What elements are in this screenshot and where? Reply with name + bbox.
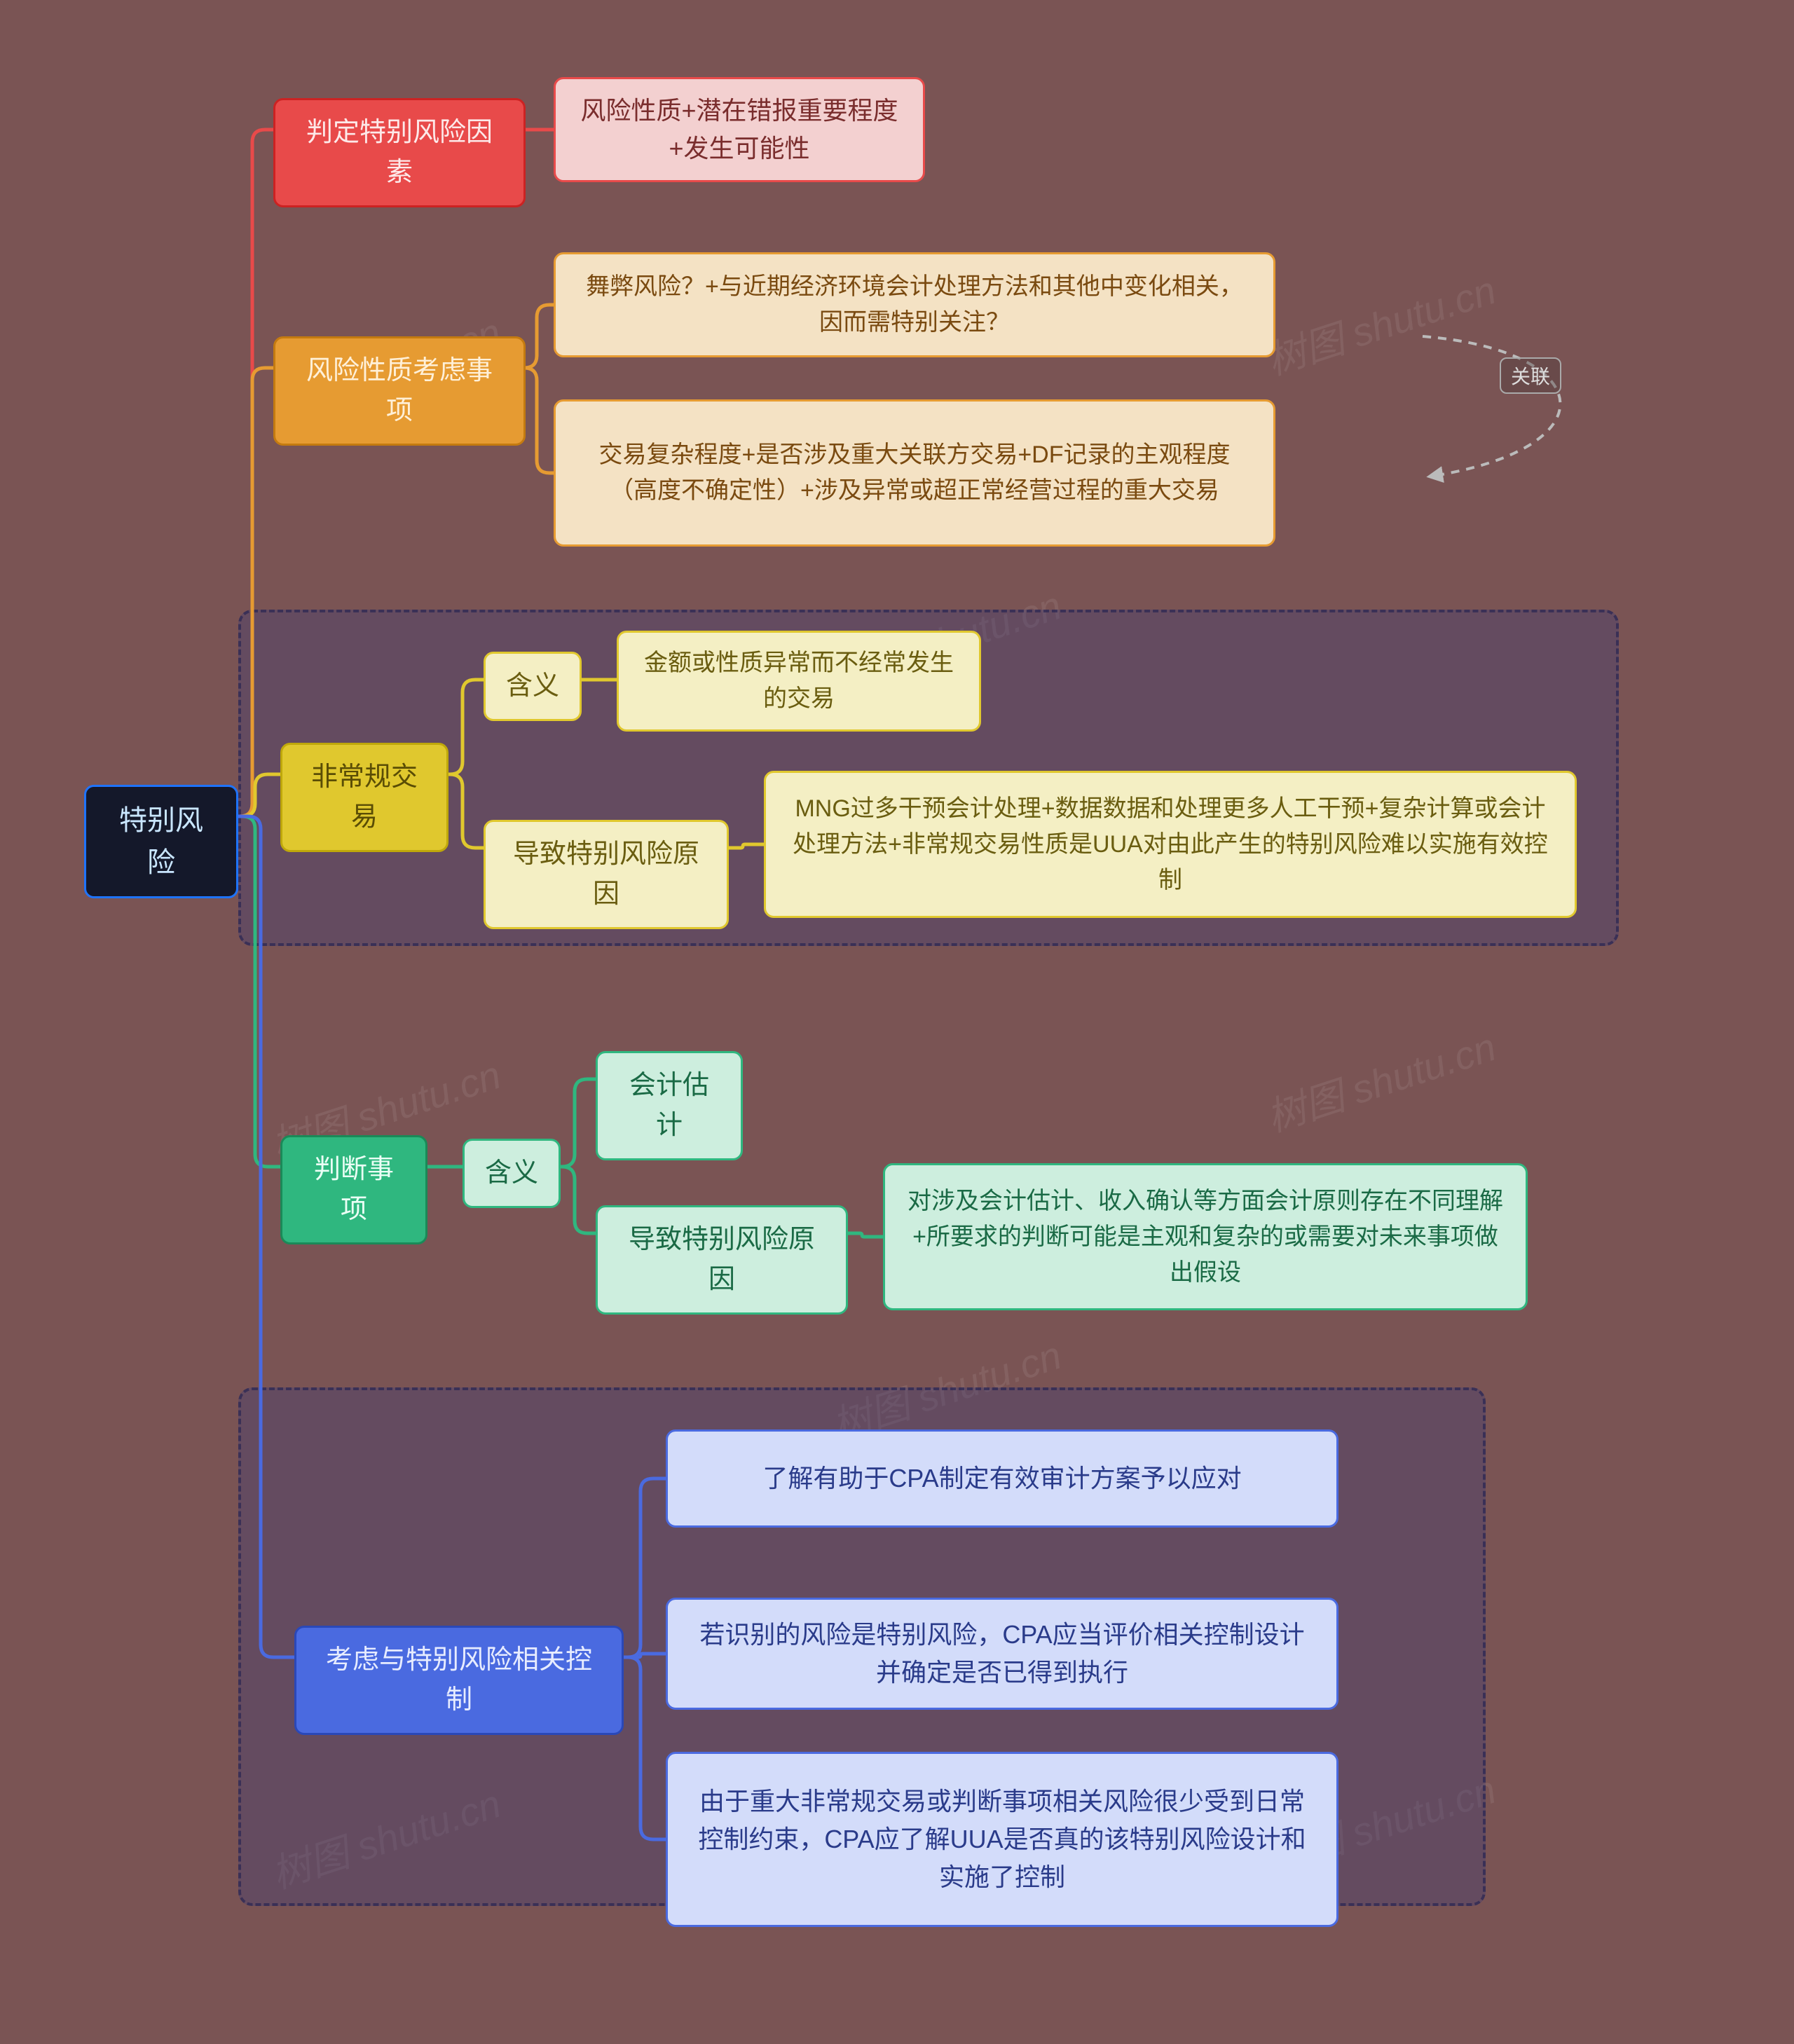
- node-b1[interactable]: 判定特别风险因素: [273, 98, 526, 207]
- node-b4c1b1[interactable]: 对涉及会计估计、收入确认等方面会计原则存在不同理解+所要求的判断可能是主观和复杂…: [883, 1163, 1528, 1310]
- watermark: 树图 shutu.cn: [1259, 259, 1502, 387]
- node-b3[interactable]: 非常规交易: [280, 743, 448, 852]
- node-b1c1[interactable]: 风险性质+潜在错报重要程度+发生可能性: [554, 77, 925, 182]
- association-label: 关联: [1500, 357, 1561, 394]
- node-b3c1[interactable]: 含义: [484, 652, 582, 721]
- node-b5[interactable]: 考虑与特别风险相关控制: [294, 1626, 624, 1735]
- node-b2c1[interactable]: 舞弊风险？+与近期经济环境会计处理方法和其他中变化相关，因而需特别关注？: [554, 252, 1275, 357]
- node-b3c2[interactable]: 导致特别风险原因: [484, 820, 729, 929]
- node-b4c1b[interactable]: 导致特别风险原因: [596, 1205, 848, 1315]
- node-b3c2a[interactable]: MNG过多干预会计处理+数据数据和处理更多人工干预+复杂计算或会计处理方法+非常…: [764, 771, 1577, 918]
- node-b5c2[interactable]: 若识别的风险是特别风险，CPA应当评价相关控制设计并确定是否已得到执行: [666, 1598, 1338, 1710]
- node-b5c1[interactable]: 了解有助于CPA制定有效审计方案予以应对: [666, 1429, 1338, 1528]
- node-b4c1a[interactable]: 会计估计: [596, 1051, 743, 1160]
- mindmap-diagram: 树图 shutu.cn树图 shutu.cn树图 shutu.cn树图 shut…: [0, 0, 1794, 2044]
- node-b2c2[interactable]: 交易复杂程度+是否涉及重大关联方交易+DF记录的主观程度（高度不确定性）+涉及异…: [554, 399, 1275, 547]
- node-b5c3[interactable]: 由于重大非常规交易或判断事项相关风险很少受到日常控制约束，CPA应了解UUA是否…: [666, 1752, 1338, 1927]
- node-b2[interactable]: 风险性质考虑事项: [273, 336, 526, 446]
- node-b4[interactable]: 判断事项: [280, 1135, 427, 1244]
- node-root[interactable]: 特别风险: [84, 785, 238, 898]
- node-b3c1a[interactable]: 金额或性质异常而不经常发生的交易: [617, 631, 981, 732]
- node-b4c1[interactable]: 含义: [463, 1139, 561, 1208]
- watermark: 树图 shutu.cn: [1259, 1016, 1502, 1144]
